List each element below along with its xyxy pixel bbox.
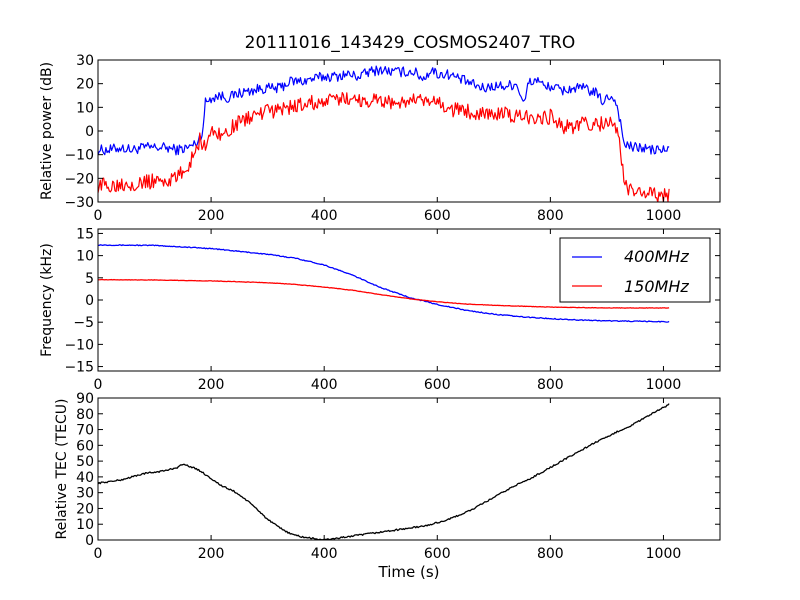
power-xtick-label: 200 bbox=[198, 208, 225, 224]
frequency-ytick-label: 0 bbox=[85, 293, 94, 309]
power-ylabel: Relative power (dB) bbox=[39, 62, 55, 200]
power-xtick-label: 800 bbox=[537, 208, 564, 224]
tec-xtick-label: 200 bbox=[198, 546, 225, 562]
frequency-ytick-label: 10 bbox=[76, 249, 94, 265]
frequency-series-1 bbox=[98, 278, 670, 309]
tec-ytick-label: 10 bbox=[76, 517, 94, 533]
power-ytick-label: 20 bbox=[76, 77, 94, 93]
tec-ylabel: Relative TEC (TECU) bbox=[54, 399, 70, 540]
power-ytick-label: −30 bbox=[64, 195, 94, 211]
frequency-series-0 bbox=[98, 244, 670, 323]
power-series-0 bbox=[98, 65, 670, 156]
tec-xtick-label: 1000 bbox=[646, 546, 682, 562]
frequency-ytick-label: 5 bbox=[85, 271, 94, 287]
chart-title: 20111016_143429_COSMOS2407_TRO bbox=[245, 33, 576, 53]
power-panel: Relative power (dB) 0 200 400 600 800 1000302… bbox=[39, 53, 721, 224]
tec-ytick-label: 90 bbox=[76, 391, 94, 407]
legend-box bbox=[559, 237, 711, 303]
tec-ytick-label: 40 bbox=[76, 470, 94, 486]
power-xtick-label: 400 bbox=[311, 208, 338, 224]
power-xtick-label: 1000 bbox=[646, 208, 682, 224]
tec-xtick-label: 600 bbox=[424, 546, 451, 562]
frequency-xtick-label: 200 bbox=[198, 377, 225, 393]
frequency-legend: 400MHz 150MHz bbox=[559, 237, 711, 303]
frequency-xtick-label: 400 bbox=[311, 377, 338, 393]
power-ytick-label: −20 bbox=[64, 171, 94, 187]
tec-xtick-label: 0 bbox=[94, 546, 103, 562]
tec-ytick-label: 30 bbox=[76, 486, 94, 502]
tec-panel: Relative TEC (TECU) 0 200 400 600 800 1000908… bbox=[54, 391, 721, 581]
legend-label-400mhz: 400MHz bbox=[624, 247, 689, 266]
tec-ytick-label: 60 bbox=[76, 438, 94, 454]
power-series-1 bbox=[98, 91, 670, 202]
power-ytick-label: 30 bbox=[76, 53, 94, 69]
frequency-xtick-label: 1000 bbox=[646, 377, 682, 393]
frequency-ylabel: Frequency (kHz) bbox=[39, 243, 55, 357]
tec-xtick-label: 800 bbox=[537, 546, 564, 562]
power-ytick-label: −10 bbox=[64, 148, 94, 164]
tec-ytick-label: 0 bbox=[85, 533, 94, 549]
tec-axes-frame bbox=[97, 397, 721, 541]
tec-ytick-label: 50 bbox=[76, 454, 94, 470]
tec-xlabel: Time (s) bbox=[378, 563, 440, 581]
tec-ytick-label: 20 bbox=[76, 501, 94, 517]
power-xtick-label: 600 bbox=[424, 208, 451, 224]
tec-ytick-label: 80 bbox=[76, 407, 94, 423]
frequency-ytick-label: −15 bbox=[64, 360, 94, 376]
power-xtick-label: 0 bbox=[94, 208, 103, 224]
power-ytick-label: 0 bbox=[85, 124, 94, 140]
power-ytick-label: 10 bbox=[76, 100, 94, 116]
frequency-ytick-label: −5 bbox=[73, 315, 94, 331]
frequency-xtick-label: 0 bbox=[94, 377, 103, 393]
frequency-ytick-label: −10 bbox=[64, 337, 94, 353]
frequency-xtick-label: 800 bbox=[537, 377, 564, 393]
tec-series-0 bbox=[98, 403, 670, 540]
legend-label-150mhz: 150MHz bbox=[624, 277, 689, 296]
tec-xtick-label: 400 bbox=[311, 546, 338, 562]
frequency-xtick-label: 600 bbox=[424, 377, 451, 393]
frequency-ytick-label: 15 bbox=[76, 226, 94, 242]
tec-ytick-label: 70 bbox=[76, 423, 94, 439]
frequency-panel: Frequency (kHz) 0 200 400 600 800 1000151050−… bbox=[39, 226, 721, 393]
